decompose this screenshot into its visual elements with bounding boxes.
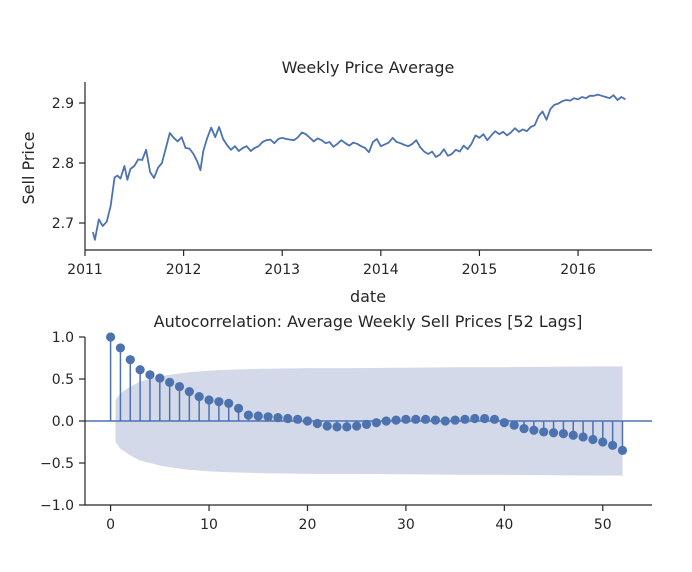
price-ytick-label: 2.9 [52, 96, 74, 112]
acf-markers [105, 332, 628, 455]
acf-chart: Autocorrelation: Average Weekly Sell Pri… [40, 312, 652, 533]
acf-point [302, 416, 313, 426]
acf-point [391, 415, 401, 425]
price-x-axis-label: date [350, 287, 386, 306]
acf-point [361, 419, 372, 429]
acf-point [489, 414, 500, 424]
acf-point [125, 355, 135, 365]
acf-ytick-label: −0.5 [40, 456, 74, 472]
acf-point [401, 414, 411, 424]
price-plot-area [92, 93, 626, 241]
acf-point [283, 413, 293, 424]
acf-point [263, 412, 273, 422]
acf-point [105, 332, 116, 342]
acf-point [617, 445, 628, 455]
acf-point [568, 430, 578, 440]
acf-point [519, 423, 529, 434]
acf-point [322, 421, 332, 431]
acf-xtick-label: 0 [106, 517, 115, 533]
acf-point [420, 414, 431, 424]
acf-point [145, 370, 155, 380]
acf-ytick-label: 1.0 [52, 330, 74, 346]
price-xtick-label: 2016 [560, 262, 596, 278]
acf-point [371, 418, 381, 428]
acf-y-ticks: −1.0 −0.5 0.0 0.5 1.0 [40, 330, 85, 514]
acf-point [273, 413, 283, 423]
acf-point [293, 414, 303, 424]
acf-point [411, 414, 421, 424]
acf-point [499, 418, 509, 428]
acf-point [440, 416, 450, 426]
acf-point [598, 437, 608, 447]
acf-point [460, 414, 470, 424]
acf-point [204, 395, 214, 405]
acf-point [588, 434, 598, 445]
price-y-axis-label: Sell Price [19, 131, 38, 204]
acf-point [214, 397, 224, 407]
acf-point [578, 432, 588, 442]
acf-point [194, 392, 204, 402]
acf-point [509, 420, 519, 430]
price-y-ticks: 2.7 2.8 2.9 [52, 96, 85, 232]
acf-point [165, 377, 175, 387]
price-xtick-label: 2014 [363, 262, 399, 278]
acf-point [342, 422, 352, 432]
price-ytick-label: 2.7 [52, 216, 74, 232]
acf-point [480, 413, 490, 424]
price-chart: Weekly Price Average 2.72.82.9 2011 2012 2… [19, 58, 652, 306]
acf-point [115, 343, 126, 353]
acf-point [174, 381, 185, 392]
acf-point [332, 422, 342, 432]
acf-ytick-label: 0.0 [52, 414, 74, 430]
acf-point [608, 440, 618, 450]
acf-point [352, 421, 362, 431]
price-xtick-label: 2013 [264, 262, 300, 278]
acf-point [548, 428, 559, 438]
acf-point [450, 415, 460, 425]
price-xtick-label: 2012 [166, 262, 202, 278]
acf-point [312, 418, 322, 429]
acf-point [381, 416, 391, 426]
acf-ytick-label: 0.5 [52, 372, 74, 388]
price-xtick-label: 2015 [462, 262, 498, 278]
acf-plot-area [85, 332, 652, 476]
acf-point [155, 373, 165, 383]
acf-point [539, 427, 549, 437]
acf-point [529, 425, 539, 435]
acf-point [470, 413, 480, 424]
acf-ytick-label: −1.0 [40, 498, 74, 514]
acf-point [243, 410, 254, 420]
acf-xtick-label: 20 [299, 517, 317, 533]
acf-point [430, 415, 441, 425]
acf-xtick-label: 10 [200, 517, 218, 533]
price-xtick-label: 2011 [67, 262, 103, 278]
acf-point [558, 429, 569, 439]
price-ytick-label: 2.8 [52, 156, 74, 172]
acf-xtick-label: 40 [495, 517, 513, 533]
acf-xtick-label: 50 [594, 517, 612, 533]
acf-point [233, 403, 244, 413]
acf-point [135, 365, 145, 375]
acf-chart-title: Autocorrelation: Average Weekly Sell Pri… [154, 312, 583, 331]
price-line [92, 93, 626, 241]
acf-x-ticks: 0 10 20 30 40 50 [106, 505, 612, 533]
acf-point [184, 387, 194, 397]
acf-xtick-label: 30 [397, 517, 415, 533]
price-x-ticks: 2011 2012 2013 2014 2015 2016 [67, 250, 596, 278]
price-chart-title: Weekly Price Average [282, 58, 455, 77]
acf-point [253, 411, 263, 421]
acf-point [224, 398, 234, 408]
